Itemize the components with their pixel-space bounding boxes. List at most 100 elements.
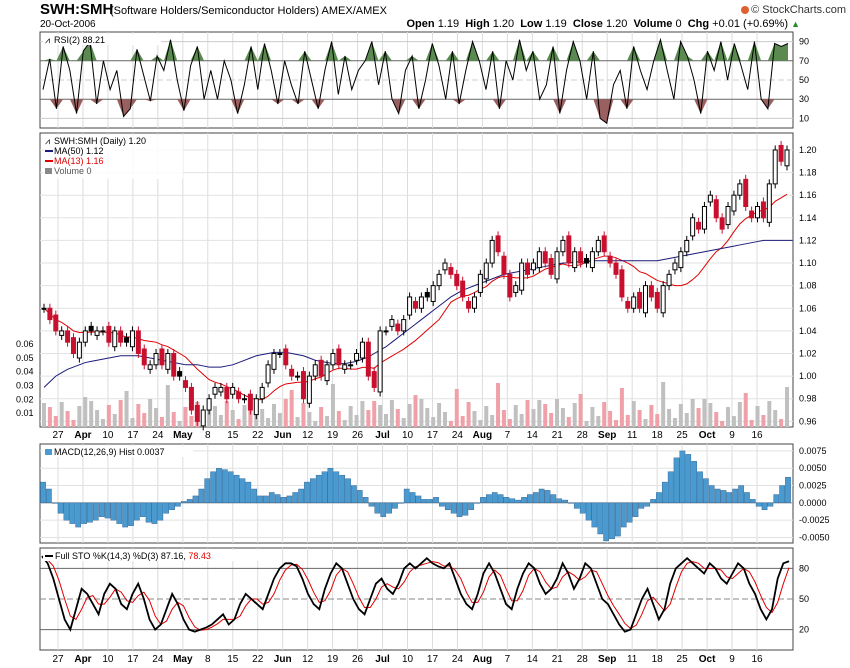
macd-hist-bar [134, 502, 140, 521]
volume-bar [525, 400, 530, 427]
macd-hist-bar [685, 454, 692, 504]
volume-bar [283, 399, 288, 427]
volume-bar [737, 402, 742, 427]
candle-body [530, 262, 536, 271]
rsi-legend-bg [43, 34, 161, 45]
macd-hist-bar [562, 499, 568, 504]
candle-body [41, 307, 47, 310]
volume-bar [584, 421, 589, 427]
price-tick-label: 0.96 [799, 416, 817, 426]
close-value: 1.20 [605, 18, 628, 30]
price-tick-label: 1.12 [799, 235, 817, 245]
x-axis-label: 10 [102, 654, 114, 665]
macd-hist-bar [233, 474, 240, 504]
candle-body [159, 348, 165, 366]
volume-bar [378, 405, 383, 427]
volume-bar [354, 415, 359, 427]
sto-legend-bg [43, 550, 278, 561]
candle-body [436, 273, 442, 287]
candle-body [772, 149, 778, 185]
macd-hist-bar [609, 502, 615, 540]
price-tick-label: 1.20 [799, 145, 817, 155]
candle-body [430, 285, 436, 302]
candle-body [253, 398, 259, 416]
macd-tick-label: 0.0025 [799, 481, 827, 491]
candle-body [118, 330, 124, 343]
volume-bar [726, 407, 731, 427]
macd-hist-bar [626, 502, 633, 523]
volume-bar [42, 403, 46, 427]
open-value: 1.19 [437, 18, 460, 30]
volume-bar [124, 391, 129, 427]
macd-hist-bar [503, 497, 510, 504]
candle-body [135, 330, 141, 354]
macd-hist-bar [714, 488, 721, 504]
candle-body [660, 285, 666, 314]
volume-bar [661, 382, 666, 427]
stockcharts-credit[interactable]: © StockCharts.com [741, 4, 846, 16]
candle-body [413, 300, 418, 309]
macd-hist-bar [274, 494, 281, 504]
candle-body [306, 375, 312, 404]
macd-hist-bar [315, 474, 322, 504]
volume-bar [749, 420, 754, 427]
macd-hist-bar [321, 471, 328, 504]
macd-hist-bar [544, 490, 551, 504]
candle-body [212, 386, 218, 395]
volume-bar [519, 414, 524, 427]
volume-bar [466, 402, 471, 427]
x-axis-label: 17 [427, 430, 439, 441]
x-axis-label: 7 [505, 430, 511, 441]
candle-body [483, 262, 489, 280]
chg-label: Chg [687, 18, 710, 30]
volume-bar [484, 406, 489, 427]
macd-hist-bar [216, 468, 222, 504]
x-axis-label: 16 [751, 654, 763, 665]
candle-body [153, 353, 159, 366]
macd-hist-bar [333, 471, 340, 504]
volume-bar [431, 417, 436, 427]
panel-rsi-frame [39, 31, 794, 129]
candle-body [784, 149, 790, 167]
macd-hist-bar [286, 495, 293, 504]
sto-k-value: Full STO %K(14,3) %D(3) 87.16, [55, 551, 188, 561]
macd-hist-bar [521, 497, 527, 504]
volume-bar [702, 399, 707, 427]
macd-hist-bar [192, 495, 199, 504]
x-axis-label: 28 [577, 654, 589, 665]
x-axis-label: 19 [327, 654, 339, 665]
macd-hist-bar [145, 502, 152, 523]
high-label: High [465, 18, 490, 30]
volume-bar [348, 406, 353, 427]
candle-body [690, 217, 696, 237]
main-legend-symbol: SWH:SMH (Daily) 1.20 [54, 136, 146, 146]
macd-hist-bar [421, 499, 428, 504]
ma50-legend-text: MA(50) 1.12 [54, 146, 104, 156]
rsi-tick-label: 50 [799, 75, 809, 85]
x-axis-label: 9 [729, 430, 735, 441]
volume-bar [289, 390, 294, 427]
macd-hist-bar [427, 499, 433, 504]
macd-hist-bar [157, 502, 164, 521]
volume-bar [407, 404, 412, 427]
macd-hist-bar [415, 495, 422, 504]
macd-hist-bar [691, 461, 697, 504]
candle-body [112, 330, 118, 348]
candle-body [749, 210, 755, 219]
volume-bar [159, 417, 164, 427]
x-axis-label: 27 [52, 430, 64, 441]
candle-body [265, 364, 271, 384]
sto-tick-label: 50 [799, 594, 809, 604]
volume-bar [100, 419, 105, 427]
macd-hist-bar [603, 502, 609, 542]
volume-bar [218, 415, 223, 427]
x-axis-label: May [173, 430, 193, 441]
macd-hist-bar [550, 494, 557, 504]
volume-bar [684, 413, 689, 427]
volume-bar [490, 415, 495, 427]
macd-hist-bar [468, 502, 475, 510]
volume-bar [136, 404, 141, 427]
volume-bar [325, 416, 330, 427]
volume-bar [655, 414, 660, 427]
volume-bar [696, 408, 701, 427]
